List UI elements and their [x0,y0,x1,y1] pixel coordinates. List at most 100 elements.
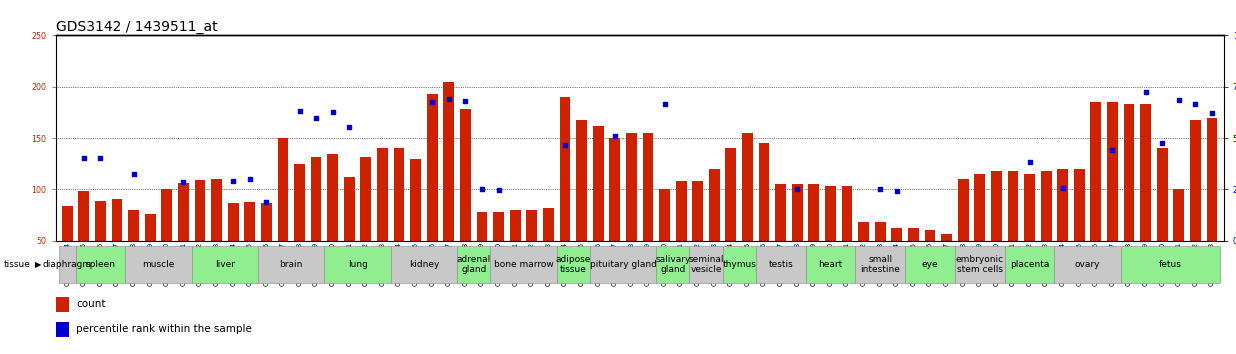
Text: brain: brain [279,260,303,269]
Text: liver: liver [215,260,235,269]
Bar [192,246,258,283]
Bar [410,159,421,241]
Bar [991,171,1001,241]
Point [439,96,459,102]
Point [1136,89,1156,95]
Bar [444,82,454,241]
Text: ▶: ▶ [35,260,41,269]
Text: spleen: spleen [85,260,115,269]
Point [887,189,907,194]
Bar [576,120,587,241]
Bar [755,246,806,283]
Bar [808,184,819,241]
Text: adipose
tissue: adipose tissue [555,255,591,274]
Point [323,110,342,115]
Bar [95,201,106,241]
Point [173,179,193,185]
Bar [178,183,189,241]
Point [423,99,442,105]
Bar [1074,169,1085,241]
Text: testis: testis [769,260,794,269]
Bar [194,180,205,241]
Point [1169,97,1189,103]
Bar [1107,102,1117,241]
Bar [806,246,855,283]
Bar [723,246,755,283]
Bar [1206,118,1217,241]
Bar [361,156,371,241]
Point [1203,110,1222,116]
Bar [227,203,239,241]
Bar [391,246,457,283]
Point [1020,159,1039,165]
Bar [842,186,853,241]
Point [124,171,143,177]
Point [604,133,624,139]
Text: tissue: tissue [4,260,31,269]
Bar [792,184,802,241]
Bar [560,97,570,241]
Bar [310,156,321,241]
Text: pituitary gland: pituitary gland [590,260,656,269]
Bar [393,148,404,241]
Bar [377,148,388,241]
Text: percentile rank within the sample: percentile rank within the sample [77,324,252,334]
Bar [211,179,222,241]
Bar [1025,174,1035,241]
Text: adrenal
gland: adrenal gland [456,255,491,274]
Bar [1157,148,1168,241]
Bar [590,246,656,283]
Text: bone marrow: bone marrow [493,260,554,269]
Bar [294,164,305,241]
Bar [656,246,690,283]
Bar [1121,246,1220,283]
Bar [426,94,438,241]
Bar [527,210,538,241]
Bar [145,214,156,241]
Bar [1190,120,1201,241]
Bar [625,133,637,241]
Point [256,199,276,205]
Bar [78,192,89,241]
Bar [891,228,902,241]
Bar [925,230,936,241]
Text: eye: eye [922,260,938,269]
Text: fetus: fetus [1159,260,1182,269]
Bar [1041,171,1052,241]
Point [240,176,260,182]
Bar [556,246,590,283]
Bar [958,179,969,241]
Bar [858,222,869,241]
Bar [941,234,952,241]
Bar [974,174,985,241]
Bar [162,189,172,241]
Bar [1141,104,1151,241]
Bar [643,133,654,241]
Bar [775,184,786,241]
Bar [278,138,288,241]
Bar [328,154,339,241]
Bar [609,138,620,241]
Text: count: count [77,299,105,309]
Bar [56,297,69,312]
Point [555,142,575,148]
Text: thymus: thymus [722,260,756,269]
Bar [62,206,73,241]
Point [1053,185,1073,191]
Bar [56,322,69,337]
Bar [1007,171,1018,241]
Bar [493,212,504,241]
Text: diaphragm: diaphragm [43,260,91,269]
Bar [258,246,324,283]
Bar [1090,102,1101,241]
Text: seminal
vesicle: seminal vesicle [688,255,724,274]
Text: ovary: ovary [1075,260,1100,269]
Text: muscle: muscle [142,260,174,269]
Bar [726,148,737,241]
Bar [855,246,905,283]
Point [456,98,476,104]
Bar [324,246,391,283]
Point [307,115,326,120]
Bar [261,203,272,241]
Text: GDS3142 / 1439511_at: GDS3142 / 1439511_at [56,21,218,34]
